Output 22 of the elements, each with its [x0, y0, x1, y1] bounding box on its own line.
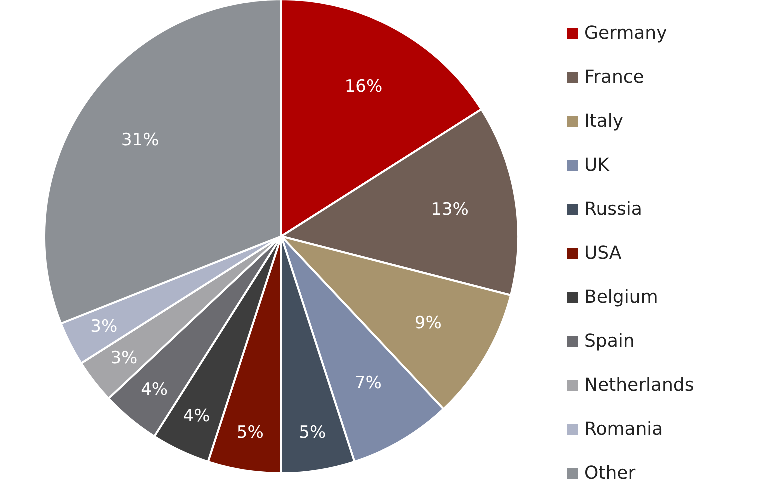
data-label: 31% [121, 130, 160, 151]
data-label: 4% [183, 406, 210, 427]
legend-label: Belgium [584, 287, 658, 308]
data-label: 13% [431, 200, 469, 220]
legend-label: France [584, 67, 644, 88]
legend-label: Italy [584, 111, 624, 132]
data-label: 7% [354, 373, 382, 394]
legend-label: Spain [584, 331, 635, 352]
data-label: 9% [414, 313, 442, 334]
legend-label: Other [584, 463, 636, 484]
data-label: 16% [344, 76, 383, 97]
legend-label: USA [584, 243, 622, 264]
legend-label: Germany [584, 23, 668, 44]
legend-label: Netherlands [584, 375, 694, 396]
data-label: 5% [236, 423, 264, 444]
data-label: 5% [299, 423, 326, 444]
data-label: 3% [90, 316, 118, 337]
legend-label: UK [584, 155, 611, 176]
legend-label: Russia [584, 199, 642, 220]
data-label: 3% [110, 348, 138, 369]
data-label: 4% [141, 380, 168, 400]
legend-label: Romania [584, 419, 664, 440]
